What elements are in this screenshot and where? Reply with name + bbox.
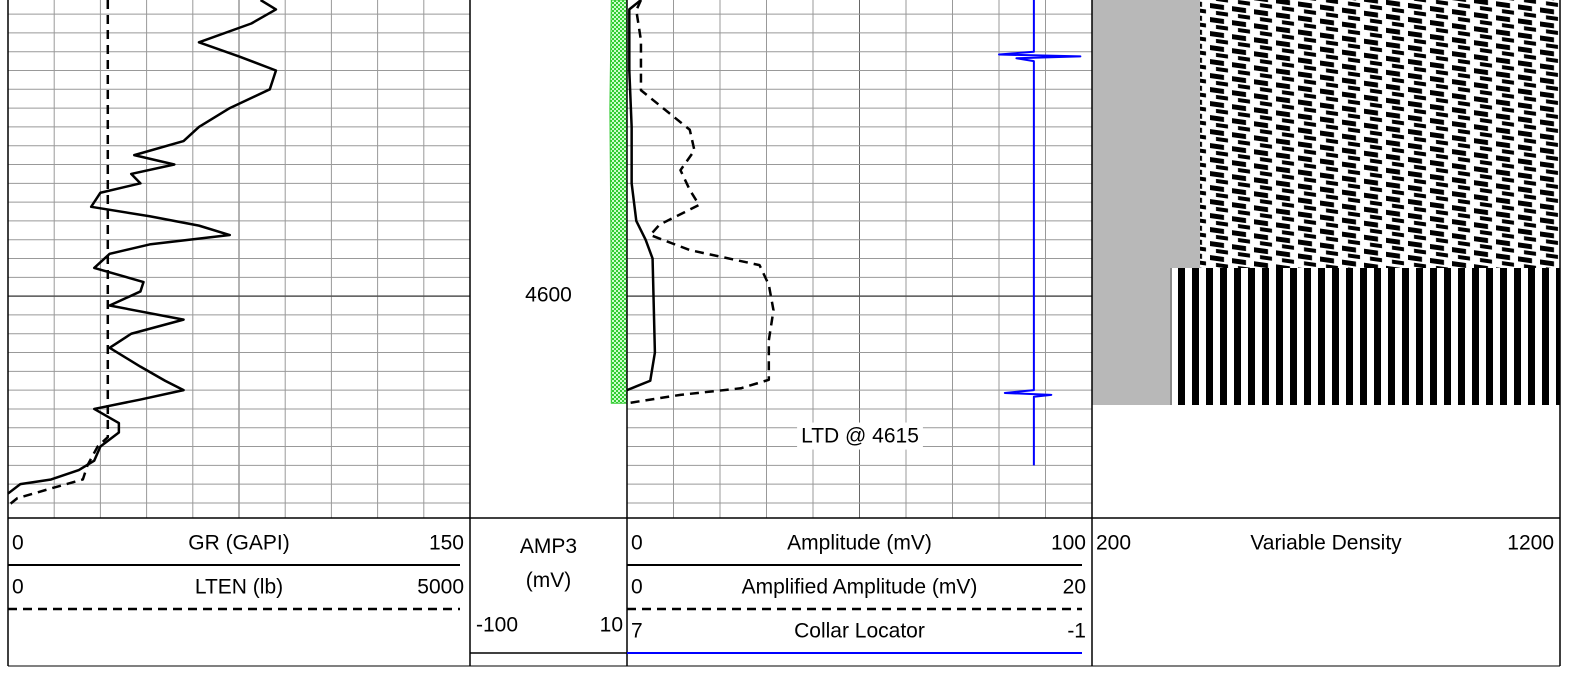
header-name: Collar Locator xyxy=(794,620,925,643)
vdl-image xyxy=(1172,268,1560,405)
curve xyxy=(998,0,1082,466)
header-name: LTEN (lb) xyxy=(195,576,283,599)
header-min: 0 xyxy=(12,576,24,599)
header-name: Amplitude (mV) xyxy=(787,532,932,555)
header-min: 0 xyxy=(12,532,24,555)
annotation: LTD @ 4615 xyxy=(801,425,919,448)
curve xyxy=(626,0,657,392)
curves xyxy=(7,0,1082,507)
header-min: 200 xyxy=(1096,532,1131,555)
header-min: 7 xyxy=(631,620,643,643)
curve xyxy=(7,0,110,507)
annotation-bg xyxy=(797,422,923,450)
curve-fill xyxy=(609,0,628,404)
header-max: -1 xyxy=(1067,620,1086,643)
curve xyxy=(626,0,775,405)
header-max: 5000 xyxy=(417,576,464,599)
header-max: 20 xyxy=(1063,576,1086,599)
header-min: 0 xyxy=(631,576,643,599)
header-max: 150 xyxy=(429,532,464,555)
depth-label: 4600 xyxy=(525,284,572,307)
curve xyxy=(7,0,278,495)
header-min: -100 xyxy=(476,614,518,637)
header-max: 10 xyxy=(600,614,623,637)
header-name: GR (GAPI) xyxy=(188,532,290,555)
header-name: Variable Density xyxy=(1250,532,1402,555)
grid xyxy=(8,0,1092,518)
frame: 4600 LTD @ 4615 0 GR (GAPI) 150 0 LTEN (lb) 500… xyxy=(7,0,1561,667)
header-max: 100 xyxy=(1051,532,1086,555)
header-max: 1200 xyxy=(1507,532,1554,555)
header-name: Amplified Amplitude (mV) xyxy=(742,576,978,599)
header-name-box: AMP3 (mV) xyxy=(519,535,578,592)
header-min: 0 xyxy=(631,532,643,555)
vdl-image xyxy=(1200,0,1560,268)
header-name: AMP3 (mV) xyxy=(519,535,578,592)
